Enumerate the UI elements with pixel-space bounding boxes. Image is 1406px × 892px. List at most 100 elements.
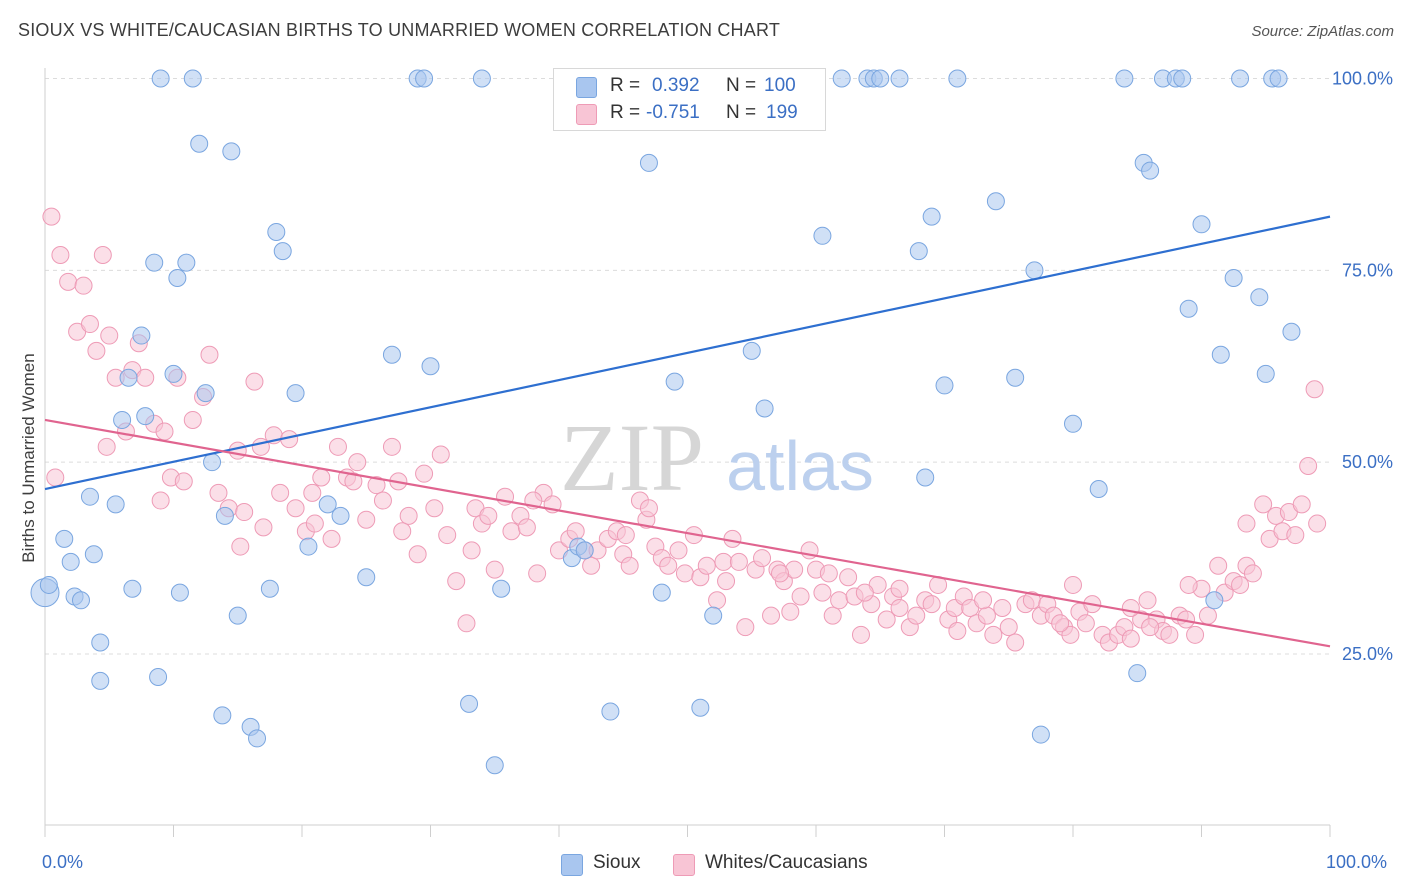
whites-point — [528, 564, 547, 583]
sioux-point — [113, 410, 132, 429]
sioux-point — [331, 506, 350, 525]
sioux-point — [1031, 725, 1050, 744]
sioux-point — [215, 506, 234, 525]
whites-legend-label: Whites/Caucasians — [705, 852, 868, 873]
whites-point — [305, 514, 324, 533]
y-tick-label: 25.0% — [1342, 644, 1393, 664]
whites-point — [1179, 575, 1198, 594]
sioux-point — [248, 729, 267, 748]
sioux-point — [80, 487, 99, 506]
sioux-point — [948, 69, 967, 88]
whites-point — [87, 341, 106, 360]
whites-point — [1237, 514, 1256, 533]
whites-point — [46, 468, 65, 487]
r-value-sioux: 0.392 — [652, 75, 700, 96]
whites-point — [251, 437, 270, 456]
whites-point — [382, 437, 401, 456]
chart-title: SIOUX VS WHITE/CAUCASIAN BIRTHS TO UNMAR… — [18, 20, 781, 40]
sioux-point — [168, 269, 187, 288]
sioux-point — [1192, 215, 1211, 234]
sioux-point — [742, 341, 761, 360]
whites-point — [616, 526, 635, 545]
whites-point — [974, 591, 993, 610]
sioux-point — [871, 69, 890, 88]
sioux-point — [1179, 299, 1198, 318]
whites-point — [1243, 564, 1262, 583]
whites-point — [851, 625, 870, 644]
whites-point — [791, 587, 810, 606]
whites-point — [1308, 514, 1327, 533]
whites-point — [675, 564, 694, 583]
whites-point — [1064, 575, 1082, 594]
y-tick-label: 100.0% — [1332, 69, 1393, 89]
sioux-point — [832, 69, 851, 88]
whites-point — [344, 472, 363, 491]
sioux-point — [922, 207, 941, 226]
whites-point — [1121, 598, 1140, 617]
sioux-point — [228, 606, 247, 625]
whites-point — [393, 522, 412, 541]
whites-point — [1186, 625, 1205, 644]
sioux-point — [123, 579, 142, 598]
whites-point — [415, 464, 434, 483]
whites-point — [922, 595, 941, 614]
whites-point — [1305, 380, 1324, 399]
whites-point — [151, 491, 170, 510]
whites-point — [59, 272, 78, 291]
sioux-point — [273, 242, 292, 261]
sioux-point — [84, 545, 103, 564]
whites-point — [753, 549, 772, 568]
sioux-point — [1025, 261, 1044, 280]
whites-point — [948, 621, 967, 640]
whites-point — [993, 598, 1012, 617]
whites-point — [485, 560, 504, 579]
whites-point — [855, 583, 874, 602]
whites-point — [254, 518, 273, 537]
sioux-point — [1141, 161, 1160, 180]
correlation-legend: R = 0.392 N = 100 R = -0.751 N = 199 — [553, 68, 826, 131]
whites-point — [620, 556, 639, 575]
whites-point — [502, 522, 521, 541]
whites-point — [231, 537, 250, 556]
sioux-point — [1089, 480, 1108, 499]
r-label: R = — [610, 75, 641, 96]
whites-point — [183, 410, 202, 429]
source-label: Source: ZipAtlas.com — [1251, 23, 1394, 40]
sioux-point — [149, 668, 168, 687]
whites-point — [245, 372, 264, 391]
x-tick-max: 100.0% — [1326, 852, 1388, 872]
whites-point — [819, 564, 838, 583]
whites-point — [1292, 495, 1311, 514]
whites-point — [1286, 526, 1305, 545]
sioux-legend-label: Sioux — [593, 852, 641, 873]
sioux-point — [909, 242, 928, 261]
whites-point — [517, 518, 536, 537]
whites-point — [1076, 614, 1095, 633]
sioux-point — [492, 579, 511, 598]
whites-point — [1051, 614, 1070, 633]
whites-point — [373, 491, 392, 510]
sioux-point — [935, 376, 954, 395]
sioux-point — [177, 253, 196, 272]
whites-point — [328, 437, 347, 456]
whites-point — [1138, 591, 1157, 610]
sioux-point — [318, 495, 337, 514]
sioux-point — [267, 222, 286, 241]
whites-point — [100, 326, 119, 345]
sioux-point — [704, 606, 723, 625]
whites-point — [93, 245, 112, 264]
whites-point — [348, 453, 367, 472]
series-sioux-points — [30, 69, 1301, 775]
whites-point — [582, 556, 601, 575]
whites-point — [1198, 606, 1217, 625]
whites-point — [136, 368, 155, 387]
sioux-point — [665, 372, 684, 391]
sioux-point — [1115, 69, 1134, 88]
sioux-point — [196, 384, 215, 403]
whites-point — [999, 618, 1018, 637]
whites-point — [1006, 633, 1025, 652]
sioux-point — [601, 702, 620, 721]
sioux-point — [170, 583, 189, 602]
whites-point — [697, 556, 716, 575]
sioux-point — [890, 69, 909, 88]
